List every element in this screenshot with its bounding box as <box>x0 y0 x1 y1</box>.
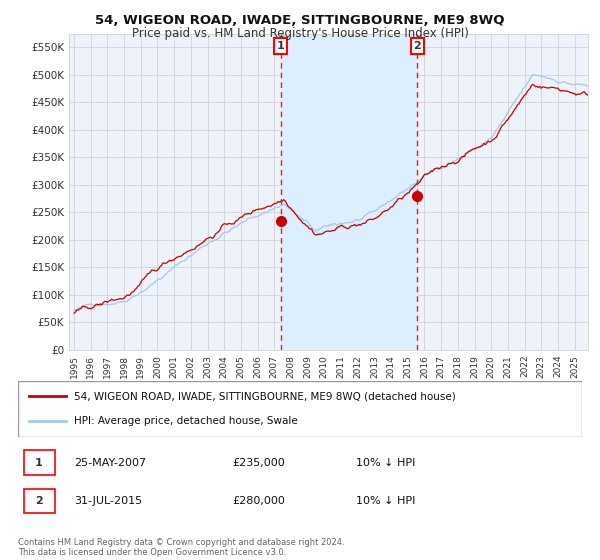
Text: 1: 1 <box>277 41 284 52</box>
Bar <box>23 489 55 513</box>
Text: £235,000: £235,000 <box>232 458 285 468</box>
Text: 2: 2 <box>35 496 43 506</box>
Text: Contains HM Land Registry data © Crown copyright and database right 2024.
This d: Contains HM Land Registry data © Crown c… <box>18 538 344 557</box>
Text: 31-JUL-2015: 31-JUL-2015 <box>74 496 143 506</box>
Text: Price paid vs. HM Land Registry's House Price Index (HPI): Price paid vs. HM Land Registry's House … <box>131 27 469 40</box>
Text: 54, WIGEON ROAD, IWADE, SITTINGBOURNE, ME9 8WQ (detached house): 54, WIGEON ROAD, IWADE, SITTINGBOURNE, M… <box>74 391 456 402</box>
Text: HPI: Average price, detached house, Swale: HPI: Average price, detached house, Swal… <box>74 416 298 426</box>
Text: 1: 1 <box>35 458 43 468</box>
Text: £280,000: £280,000 <box>232 496 285 506</box>
Text: 54, WIGEON ROAD, IWADE, SITTINGBOURNE, ME9 8WQ: 54, WIGEON ROAD, IWADE, SITTINGBOURNE, M… <box>95 14 505 27</box>
Text: 10% ↓ HPI: 10% ↓ HPI <box>356 496 416 506</box>
Text: 2: 2 <box>413 41 421 52</box>
Bar <box>281 34 418 350</box>
Text: 10% ↓ HPI: 10% ↓ HPI <box>356 458 416 468</box>
Text: 25-MAY-2007: 25-MAY-2007 <box>74 458 146 468</box>
Bar <box>23 450 55 475</box>
